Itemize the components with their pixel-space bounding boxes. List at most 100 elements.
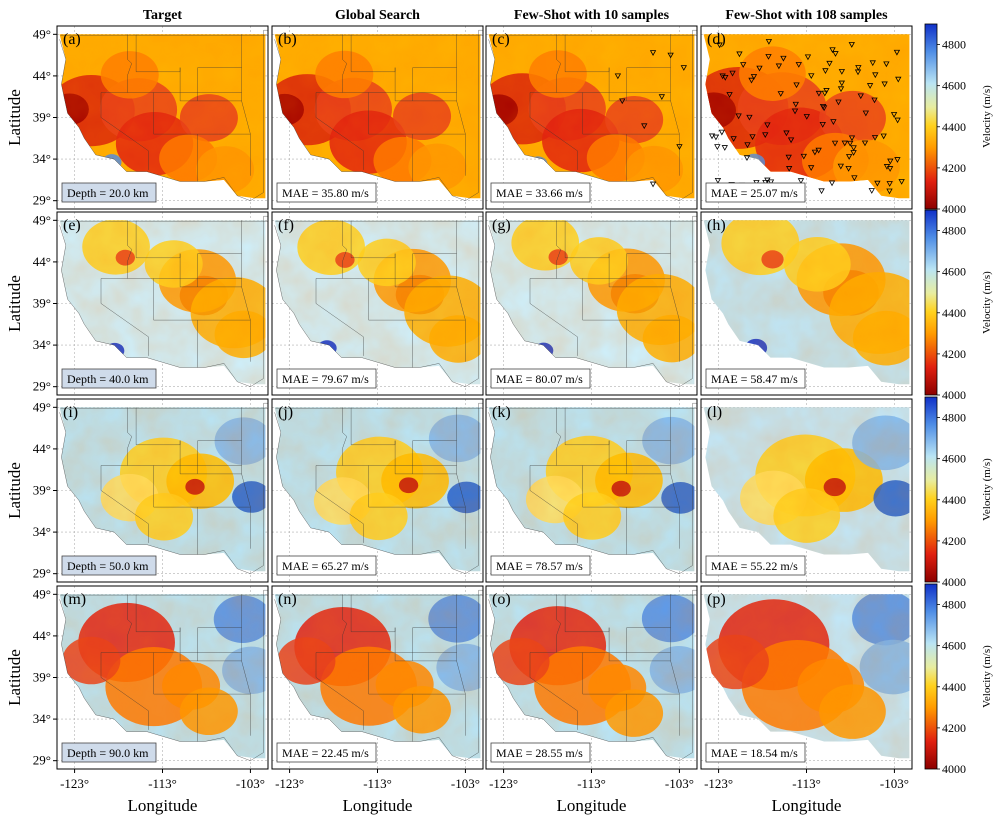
station-marker — [851, 175, 858, 182]
lat-tick-label: 49° — [33, 399, 51, 414]
colorbar-tick-label: 4600 — [942, 639, 966, 653]
velocity-field — [59, 407, 266, 572]
station-marker — [830, 119, 837, 125]
lat-tick-label: 44° — [33, 254, 51, 269]
lat-tick-label: 44° — [33, 441, 51, 456]
station-marker — [846, 140, 854, 147]
station-marker — [762, 132, 769, 139]
station-marker — [658, 94, 666, 101]
panel-o: (o) MAE = 28.55 m/s -123° -113° -103° — [485, 585, 698, 791]
station-marker — [815, 147, 822, 154]
colorbar: 4800 4600 4400 4200 4000 Velocity (m/s) — [924, 396, 993, 589]
panel-letter: (n) — [278, 591, 297, 608]
colorbar-tick-label: 4800 — [942, 598, 966, 612]
lat-tick-label: 39° — [33, 110, 51, 125]
panel-k: (k) MAE = 78.57 m/s — [485, 398, 698, 583]
station-marker — [845, 165, 852, 172]
colorbar-tick-label: 4200 — [942, 721, 966, 735]
panel-letter: (f) — [278, 217, 294, 234]
station-marker — [894, 157, 901, 163]
station-marker — [869, 60, 876, 67]
station-marker — [785, 154, 792, 161]
station-marker — [750, 74, 758, 80]
station-marker — [828, 180, 836, 187]
station-marker — [718, 129, 726, 136]
panel-a: (a) Depth = 20.0 km 49° 44° 39° 34° 29° — [33, 25, 269, 210]
station-marker — [783, 130, 790, 137]
lat-tick-label: 44° — [33, 628, 51, 643]
panel-j: (j) MAE = 65.27 m/s — [271, 398, 484, 583]
panel-b: (b) MAE = 35.80 m/s — [271, 25, 484, 210]
lat-tick-label: 29° — [33, 193, 51, 208]
station-marker — [822, 68, 829, 74]
y-axis-label: Latitude — [5, 462, 24, 519]
colorbar-tick-label: 4000 — [942, 762, 966, 776]
mae-label: MAE = 79.67 m/s — [282, 372, 369, 386]
panel-letter: (j) — [278, 404, 293, 421]
station-marker — [649, 181, 657, 188]
y-axis-label: Latitude — [5, 649, 24, 706]
station-marker — [808, 73, 815, 80]
colorbar-tick-label: 4400 — [942, 120, 966, 134]
station-marker — [898, 179, 905, 185]
velocity-field — [59, 220, 266, 385]
colorbar-tick-label: 4000 — [942, 202, 966, 216]
column-title-0: Target — [143, 8, 182, 23]
lon-tick-label: -123° — [60, 776, 89, 791]
panel-m: (m) Depth = 90.0 km 49° 44° 39° 34° 29° -123° -1… — [33, 585, 269, 791]
mae-label: MAE = 65.27 m/s — [282, 559, 369, 573]
lat-tick-label: 39° — [33, 483, 51, 498]
colorbar-tick-label: 4400 — [942, 493, 966, 507]
station-marker — [787, 137, 795, 144]
depth-label: Depth = 20.0 km — [67, 186, 149, 200]
station-marker — [818, 188, 825, 195]
panel-letter: (d) — [707, 31, 726, 48]
colorbar-tick-label: 4200 — [942, 161, 966, 175]
panel-letter: (b) — [278, 31, 297, 48]
lat-tick-label: 49° — [33, 212, 51, 227]
station-marker — [872, 72, 879, 79]
station-marker — [719, 73, 726, 80]
station-marker — [855, 65, 862, 71]
station-marker — [730, 136, 737, 142]
mae-label: MAE = 58.47 m/s — [711, 372, 798, 386]
colorbar: 4800 4600 4400 4200 4000 Velocity (m/s) — [924, 209, 993, 402]
station-marker — [835, 99, 842, 106]
station-marker — [886, 181, 893, 187]
station-marker — [749, 134, 756, 141]
mae-label: MAE = 35.80 m/s — [282, 186, 369, 200]
station-marker — [807, 165, 815, 172]
lon-tick-label: -103° — [880, 776, 909, 791]
lat-tick-label: 49° — [33, 586, 51, 601]
station-marker — [883, 164, 891, 170]
station-marker — [793, 82, 800, 89]
lon-tick-label: -123° — [704, 776, 733, 791]
station-marker — [744, 142, 751, 149]
panel-f: (f) MAE = 79.67 m/s — [271, 211, 484, 396]
station-marker — [708, 133, 716, 140]
station-marker — [619, 98, 626, 105]
panel-e: (e) Depth = 40.0 km 49° 44° 39° 34° 29° — [33, 211, 269, 396]
mae-label: MAE = 18.54 m/s — [711, 746, 798, 760]
mae-label: MAE = 28.55 m/s — [496, 746, 583, 760]
station-marker — [795, 62, 802, 68]
station-marker — [837, 86, 845, 93]
station-marker — [735, 113, 742, 120]
lat-tick-label: 49° — [33, 26, 51, 41]
lon-tick-label: -123° — [275, 776, 304, 791]
colorbar-tick-label: 4800 — [942, 38, 966, 52]
mae-label: MAE = 80.07 m/s — [496, 372, 583, 386]
x-axis-label: Longitude — [772, 796, 842, 815]
lat-tick-label: 34° — [33, 151, 51, 166]
colorbar-label: Velocity (m/s) — [981, 85, 993, 148]
station-marker — [848, 135, 856, 142]
panel-l: (l) MAE = 55.22 m/s — [700, 398, 913, 583]
lon-tick-label: -123° — [489, 776, 518, 791]
lon-tick-label: -113° — [792, 776, 821, 791]
station-marker — [803, 114, 810, 120]
station-marker — [767, 179, 775, 186]
panel-n: (n) MAE = 22.45 m/s -123° -113° -103° — [271, 585, 484, 791]
station-marker — [829, 47, 836, 54]
station-marker — [667, 52, 674, 59]
mae-label: MAE = 55.22 m/s — [711, 559, 798, 573]
